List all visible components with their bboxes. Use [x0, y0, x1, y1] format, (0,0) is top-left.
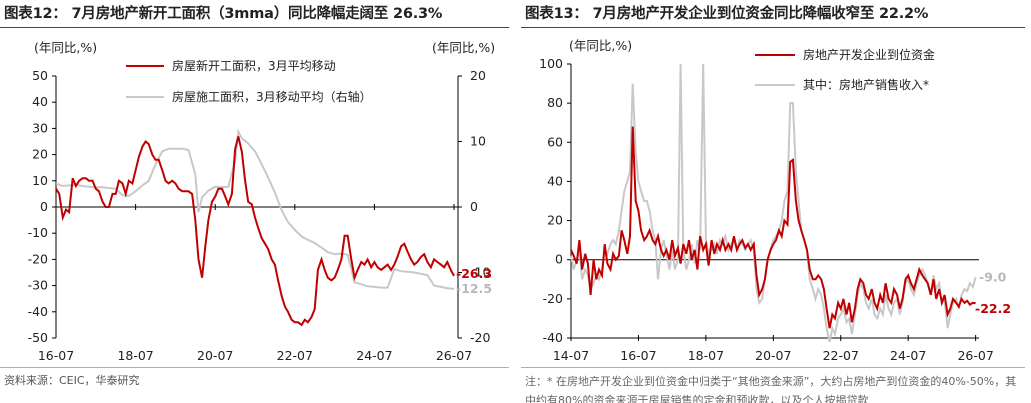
x-tick-label: 20-07: [197, 348, 233, 363]
legend-label-new-starts: 房屋新开工面积，3月平均移动: [172, 58, 336, 73]
x-tick-label: 16-07: [620, 348, 656, 363]
y-tick-label-left: 50: [32, 68, 48, 83]
y-tick-label-right: 10: [470, 134, 486, 149]
y-tick-label-left: -50: [28, 330, 48, 345]
y-tick-label-left: 0: [40, 199, 48, 214]
y-tick-label: 80: [547, 95, 563, 110]
y-tick-label: 0: [555, 252, 563, 267]
y-tick-label-left: -10: [28, 225, 48, 240]
y-tick-label-left: 20: [32, 147, 48, 162]
x-tick-label: 18-07: [688, 348, 724, 363]
end-label-under-construction: -12.5: [456, 281, 492, 296]
x-tick-label: 22-07: [823, 348, 859, 363]
source-divider: [0, 367, 509, 368]
y-tick-label: 20: [547, 213, 563, 228]
title-divider: [0, 27, 509, 28]
series-line-under-construction: [55, 128, 455, 290]
y-tick-label-left: -40: [28, 304, 48, 319]
source-text: 资料来源：CEIC，华泰研究: [4, 374, 140, 387]
y-tick-label-right: 0: [470, 199, 478, 214]
chart-panel-new-starts: 图表12： 7月房地产新开工面积（3mma）同比降幅走阔至 26.3% (年同比…: [0, 0, 515, 403]
series-line-funding: [570, 126, 976, 329]
x-tick-label: 24-07: [890, 348, 926, 363]
y-axis-label-right: (年同比,%): [432, 40, 495, 55]
y-tick-label-right: -20: [470, 330, 490, 345]
chart-panel-funding: 图表13： 7月房地产开发企业到位资金同比降幅收窄至 22.2% (年同比,%)…: [521, 0, 1031, 403]
x-tick-label: 18-07: [117, 348, 153, 363]
y-tick-label-left: -20: [28, 251, 48, 266]
x-tick-label: 14-07: [553, 348, 589, 363]
x-tick-label: 22-07: [277, 348, 313, 363]
y-tick-label-left: 10: [32, 173, 48, 188]
note-text: 注：* 在房地产开发企业到位资金中归类于“其他资金来源”，大约占房地产到位资金的…: [525, 375, 1017, 403]
title-divider: [521, 27, 1025, 28]
legend-label-under-construction: 房屋施工面积，3月移动平均（右轴）: [172, 89, 372, 104]
end-label-sales-revenue: -9.0: [979, 269, 1007, 284]
series-line-sales-revenue: [570, 63, 977, 343]
note-divider: [521, 367, 1025, 368]
series-line-new-starts: [55, 136, 455, 327]
new-starts-chart: (年同比,%) (年同比,%) 50 40 30 20 10 0 -10 -20 -30 -40 -50…: [28, 40, 496, 363]
y-tick-label: 60: [547, 134, 563, 149]
x-tick-label: 24-07: [356, 348, 392, 363]
y-tick-label-left: 40: [32, 94, 48, 109]
x-tick-label: 26-07: [957, 348, 993, 363]
y-tick-label: 40: [547, 173, 563, 188]
y-axis-label-left: (年同比,%): [34, 40, 97, 55]
funding-chart: (年同比,%) 100 80 60 40 20 0 -20 -40 14-07 16-07 18-07…: [539, 38, 1011, 363]
y-tick-label: 100: [539, 56, 563, 71]
y-tick-label-left: 30: [32, 120, 48, 135]
y-tick-label: -40: [543, 330, 563, 345]
chart-title: 图表12： 7月房地产新开工面积（3mma）同比降幅走阔至 26.3%: [4, 6, 443, 22]
chart-title: 图表13： 7月房地产开发企业到位资金同比降幅收窄至 22.2%: [525, 6, 929, 22]
y-tick-label-right: -10: [470, 265, 490, 280]
x-tick-label: 16-07: [38, 348, 74, 363]
end-label-funding: -22.2: [975, 301, 1011, 316]
legend-label-sales-revenue: 其中：房地产销售收入*: [803, 77, 929, 92]
y-axis-label: (年同比,%): [569, 38, 632, 53]
end-label-new-starts: -26.3: [456, 266, 492, 281]
x-tick-label: 26-07: [436, 348, 472, 363]
y-tick-label-right: 20: [470, 68, 486, 83]
y-tick-label: -20: [543, 291, 563, 306]
x-tick-label: 20-07: [755, 348, 791, 363]
legend-label-funding: 房地产开发企业到位资金: [803, 47, 935, 62]
y-tick-label-left: -30: [28, 278, 48, 293]
